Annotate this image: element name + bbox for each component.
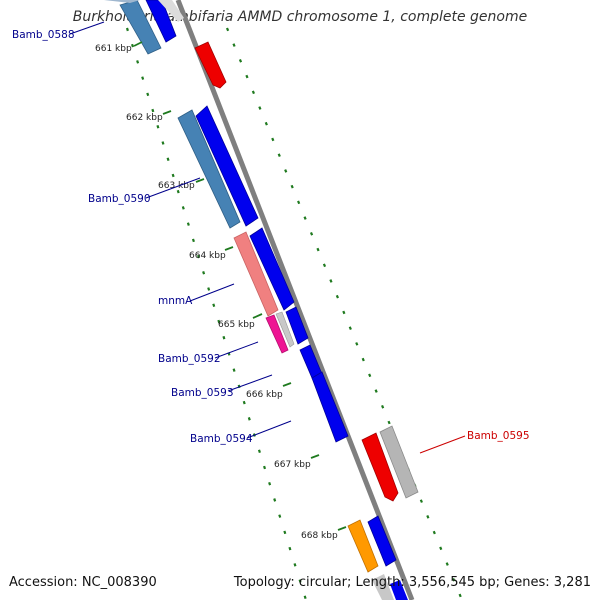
tick-label-668: 668 kbp xyxy=(301,531,338,541)
tick-665 xyxy=(252,313,263,319)
gene-forward-grey-0595[interactable] xyxy=(379,425,419,499)
gene-forward-top[interactable] xyxy=(145,0,177,43)
gene-label-bamb-0594[interactable]: Bamb_0594 xyxy=(190,433,253,445)
tick-662 xyxy=(162,110,172,115)
tick-661 xyxy=(133,41,143,47)
tick-label-664: 664 kbp xyxy=(189,251,226,261)
gene-mnma[interactable] xyxy=(233,231,279,317)
tick-label-661: 661 kbp xyxy=(95,44,132,54)
gene-forward-0594[interactable] xyxy=(311,371,349,443)
gene-label-bamb-0593[interactable]: Bamb_0593 xyxy=(171,387,234,399)
gene-label-bamb-0588[interactable]: Bamb_0588 xyxy=(12,29,75,41)
gene-reverse-small-red[interactable] xyxy=(194,41,227,89)
gene-forward-top-grey[interactable] xyxy=(158,0,184,22)
gene-label-bamb-0592[interactable]: Bamb_0592 xyxy=(158,353,221,365)
tick-label-663: 663 kbp xyxy=(158,181,195,191)
gene-forward-0590[interactable] xyxy=(195,105,259,227)
forward-strand-genes xyxy=(145,0,419,600)
gene-label-mnma[interactable]: mnmA xyxy=(158,295,193,307)
tick-label-665: 665 kbp xyxy=(218,320,255,330)
tick-label-667: 667 kbp xyxy=(274,460,311,470)
gene-forward-bottom[interactable] xyxy=(367,515,397,567)
tick-666 xyxy=(282,382,292,387)
leader-bamb-0593 xyxy=(227,374,273,392)
gene-bamb-0595[interactable] xyxy=(361,432,399,502)
leader-bamb-0594 xyxy=(246,420,292,439)
gene-bamb-0588-top[interactable] xyxy=(104,0,140,3)
tick-668 xyxy=(337,526,347,531)
gene-forward-0592[interactable] xyxy=(285,306,309,345)
gene-grey-bottom[interactable] xyxy=(372,574,394,600)
gene-bamb-0590[interactable] xyxy=(177,109,241,229)
chromosome-backbone xyxy=(175,0,415,600)
ticks: 661 kbp 662 kbp 663 kbp 664 kbp 665 kbp … xyxy=(95,41,347,541)
tick-label-666: 666 kbp xyxy=(246,390,283,400)
tick-663 xyxy=(195,178,205,183)
gene-orange[interactable] xyxy=(347,519,379,573)
tick-label-662: 662 kbp xyxy=(126,113,163,123)
grid-tracks xyxy=(125,27,464,600)
reverse-strand-genes xyxy=(104,0,399,600)
gene-forward-mnma[interactable] xyxy=(249,227,295,311)
label-leaders xyxy=(69,21,466,454)
genome-summary: Topology: circular; Length: 3,556,545 bp… xyxy=(233,575,591,590)
leader-bamb-0595 xyxy=(419,435,466,454)
leader-bamb-0588 xyxy=(69,21,105,35)
leader-bamb-0590 xyxy=(145,177,201,199)
gene-labels: Bamb_0588 Bamb_0590 mnmA Bamb_0592 Bamb_… xyxy=(12,29,530,445)
grid-track-outer xyxy=(225,27,464,600)
gene-label-bamb-0590[interactable]: Bamb_0590 xyxy=(88,193,151,205)
leader-mnma xyxy=(189,283,235,302)
tick-667 xyxy=(310,454,320,459)
tick-664 xyxy=(224,246,234,251)
gene-forward-bottom2[interactable] xyxy=(390,580,408,600)
leader-bamb-0592 xyxy=(214,341,259,359)
accession-label: Accession: NC_008390 xyxy=(9,575,157,590)
gene-label-bamb-0595[interactable]: Bamb_0595 xyxy=(467,430,530,442)
gene-bamb-0593-grey[interactable] xyxy=(275,311,295,348)
gene-bamb-0592[interactable] xyxy=(265,314,289,354)
